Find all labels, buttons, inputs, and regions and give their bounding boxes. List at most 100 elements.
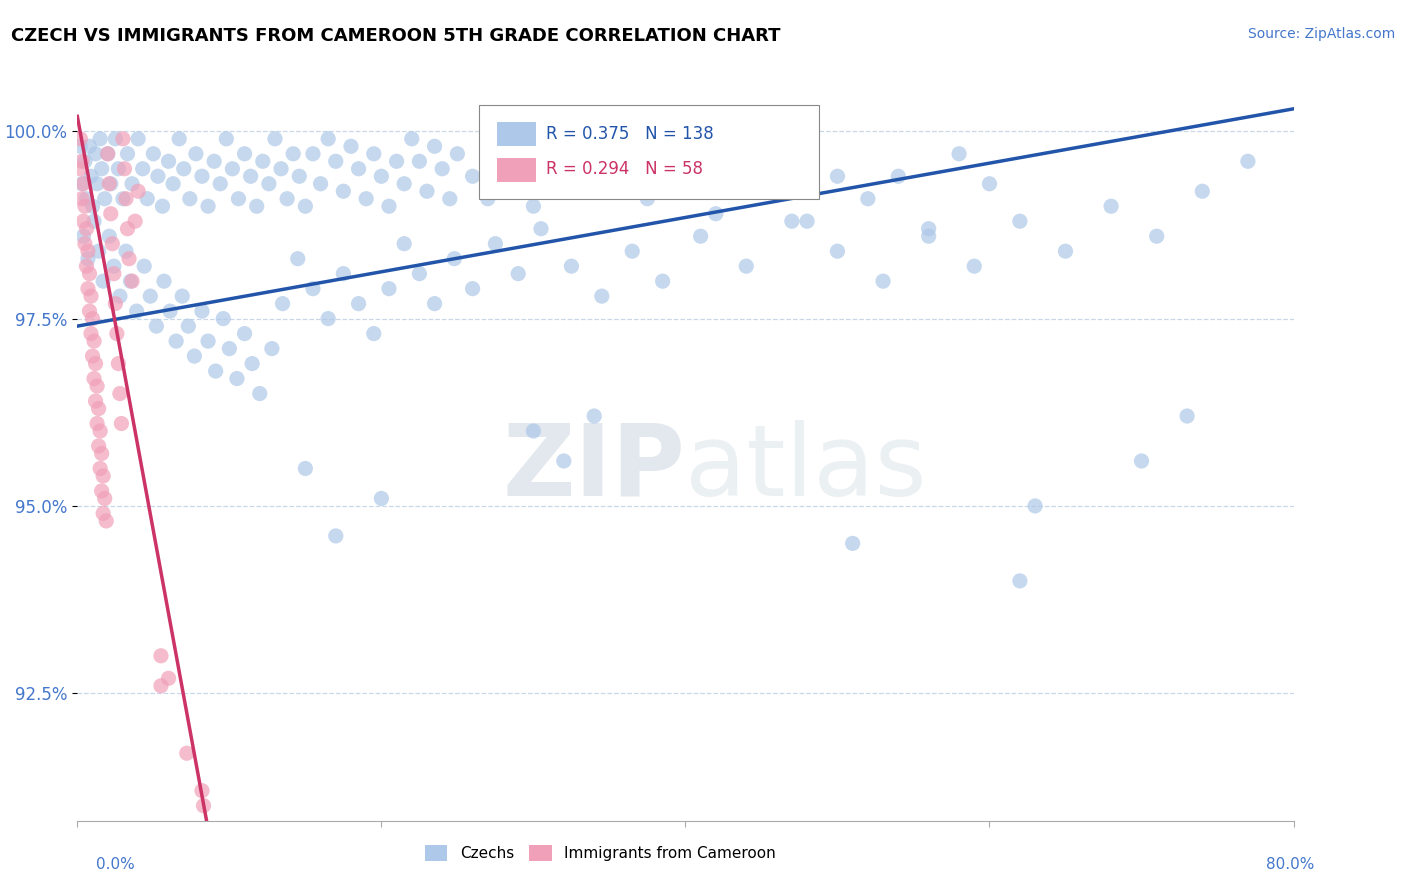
Point: [107, 161, 129, 176]
Point: [114, 161, 136, 176]
Point: [70, 192, 93, 206]
Point: [146, 169, 169, 184]
Point: [553, 454, 575, 468]
Point: [73, 154, 96, 169]
Point: [283, 146, 305, 161]
Point: [70, 154, 93, 169]
Point: [682, 177, 704, 191]
Point: [173, 161, 195, 176]
Point: [347, 296, 370, 310]
Point: [82, 311, 104, 326]
Point: [378, 199, 401, 213]
Point: [127, 184, 149, 198]
Point: [659, 146, 682, 161]
Point: [963, 259, 986, 273]
Point: [179, 192, 201, 206]
Text: CZECH VS IMMIGRANTS FROM CAMEROON 5TH GRADE CORRELATION CHART: CZECH VS IMMIGRANTS FROM CAMEROON 5TH GR…: [11, 27, 780, 45]
Point: [97, 146, 120, 161]
Point: [233, 146, 256, 161]
Point: [91, 274, 114, 288]
Point: [979, 177, 1001, 191]
Point: [461, 169, 484, 184]
Point: [79, 139, 101, 153]
Point: [651, 274, 673, 288]
Point: [226, 371, 249, 385]
Point: [115, 244, 138, 259]
Point: [477, 192, 499, 206]
Point: [240, 357, 263, 371]
Point: [77, 282, 100, 296]
Point: [149, 648, 172, 663]
Point: [363, 326, 385, 341]
Point: [856, 192, 879, 206]
Point: [89, 461, 111, 475]
Point: [72, 214, 94, 228]
Point: [107, 357, 129, 371]
Point: [167, 132, 190, 146]
Point: [385, 154, 408, 169]
Point: [918, 221, 941, 235]
Point: [152, 199, 174, 213]
Point: [689, 229, 711, 244]
Text: R = 0.375   N = 138: R = 0.375 N = 138: [546, 125, 713, 143]
Point: [583, 409, 606, 423]
Point: [260, 342, 283, 356]
Point: [948, 146, 970, 161]
Point: [363, 146, 385, 161]
Point: [347, 161, 370, 176]
Point: [1008, 574, 1031, 588]
Point: [765, 184, 787, 198]
Point: [325, 154, 347, 169]
Legend: Czechs, Immigrants from Cameroon: Czechs, Immigrants from Cameroon: [419, 838, 782, 867]
Point: [522, 424, 544, 438]
Point: [202, 154, 225, 169]
Point: [93, 491, 115, 506]
Point: [111, 132, 134, 146]
Point: [252, 154, 274, 169]
Point: [110, 417, 132, 431]
Point: [84, 146, 107, 161]
Point: [918, 229, 941, 244]
Point: [157, 154, 180, 169]
Point: [117, 221, 139, 235]
Point: [1175, 409, 1198, 423]
Point: [103, 259, 125, 273]
Point: [546, 154, 568, 169]
Point: [103, 267, 125, 281]
Point: [117, 146, 139, 161]
Point: [93, 192, 115, 206]
Point: [80, 169, 103, 184]
Point: [197, 199, 219, 213]
Point: [69, 132, 91, 146]
Point: [89, 132, 111, 146]
Point: [75, 259, 97, 273]
Point: [197, 334, 219, 348]
Point: [735, 259, 758, 273]
Point: [87, 401, 110, 416]
Point: [416, 184, 439, 198]
Point: [288, 169, 311, 184]
Point: [423, 139, 446, 153]
Point: [69, 161, 91, 176]
Point: [101, 236, 124, 251]
Point: [145, 319, 167, 334]
Point: [249, 386, 271, 401]
Point: [1099, 199, 1122, 213]
Point: [872, 274, 894, 288]
Point: [83, 334, 105, 348]
Point: [90, 483, 112, 498]
Point: [827, 244, 849, 259]
Point: [704, 207, 727, 221]
Point: [73, 236, 96, 251]
Point: [84, 394, 107, 409]
Point: [276, 192, 298, 206]
Point: [443, 252, 465, 266]
Point: [77, 252, 100, 266]
Point: [484, 236, 506, 251]
Point: [1191, 184, 1213, 198]
Point: [134, 259, 156, 273]
Point: [332, 184, 354, 198]
FancyBboxPatch shape: [478, 105, 820, 199]
Point: [264, 132, 287, 146]
Point: [392, 236, 415, 251]
